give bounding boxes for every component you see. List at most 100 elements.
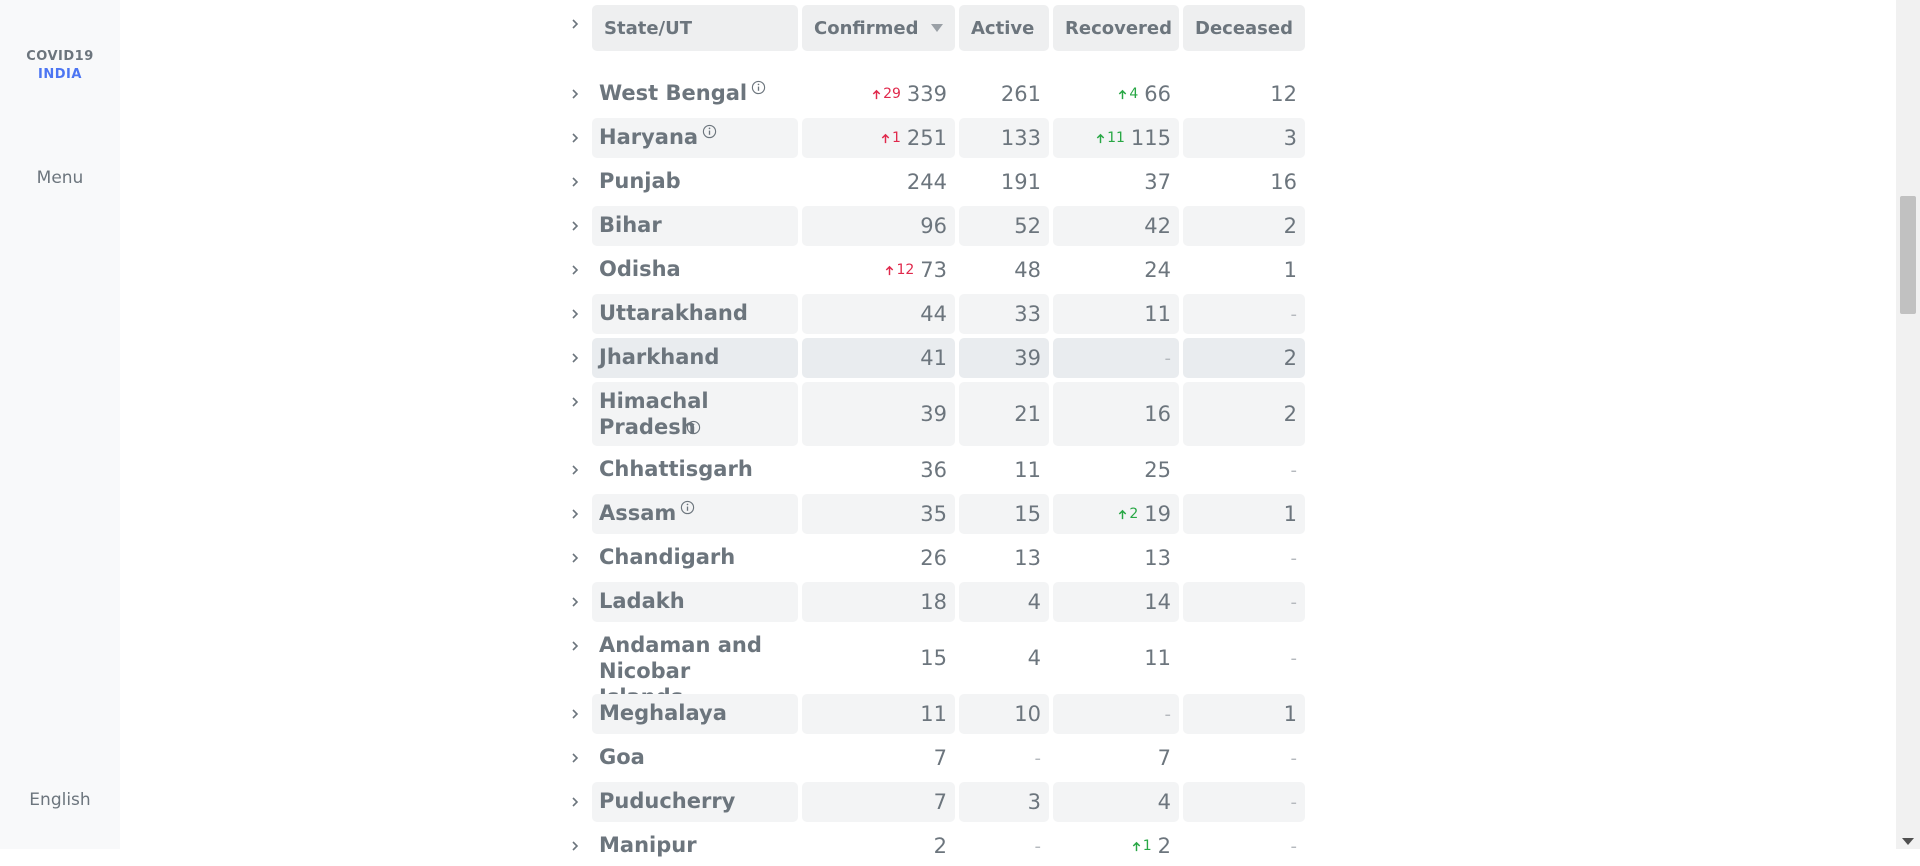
confirmed-cell: 7 bbox=[802, 782, 955, 822]
deceased-cell: 16 bbox=[1183, 162, 1305, 202]
state-name-cell[interactable]: Haryana bbox=[592, 118, 798, 158]
state-name-cell[interactable]: Assam bbox=[592, 494, 798, 534]
expand-chevron-icon[interactable] bbox=[568, 750, 582, 764]
active-cell-value: 261 bbox=[1000, 82, 1041, 106]
expand-chevron-icon[interactable] bbox=[568, 86, 582, 100]
recovered-cell: 37 bbox=[1053, 162, 1179, 202]
recovered-cell-value: 2 bbox=[1157, 834, 1171, 858]
state-name-cell[interactable]: Jharkhand bbox=[592, 338, 798, 378]
state-name: Haryana bbox=[599, 125, 699, 149]
deceased-cell-value: 12 bbox=[1270, 82, 1297, 106]
state-name-cell[interactable]: Manipur bbox=[592, 826, 798, 866]
deceased-cell: - bbox=[1183, 626, 1305, 690]
recovered-cell: 7 bbox=[1053, 738, 1179, 778]
confirmed-cell-value: 7 bbox=[933, 746, 947, 770]
expand-chevron-icon[interactable] bbox=[568, 130, 582, 144]
expand-chevron-icon[interactable] bbox=[568, 706, 582, 720]
deceased-cell: 12 bbox=[1183, 74, 1305, 114]
header-recovered[interactable]: Recovered bbox=[1053, 5, 1179, 51]
confirmed-increase: 12 bbox=[884, 262, 914, 278]
active-cell-value: 133 bbox=[1000, 126, 1041, 150]
state-name-cell[interactable]: Himachal Pradesh bbox=[592, 382, 798, 446]
state-name-cell[interactable]: Meghalaya bbox=[592, 694, 798, 734]
expand-chevron-icon[interactable] bbox=[568, 550, 582, 564]
language-button[interactable]: English bbox=[29, 790, 91, 810]
expand-chevron-icon[interactable] bbox=[568, 638, 582, 652]
active-cell: - bbox=[959, 738, 1049, 778]
deceased-cell-value: 1 bbox=[1283, 702, 1297, 726]
state-name-cell[interactable]: West Bengal bbox=[592, 74, 798, 114]
state-name-cell[interactable]: Goa bbox=[592, 738, 798, 778]
state-name: Meghalaya bbox=[599, 701, 727, 725]
recovered-increase: 11 bbox=[1095, 130, 1125, 146]
active-cell-value: 13 bbox=[1014, 546, 1041, 570]
active-cell: 11 bbox=[959, 450, 1049, 490]
info-icon[interactable] bbox=[682, 420, 701, 435]
confirmed-cell: 44 bbox=[802, 294, 955, 334]
deceased-cell-value: 1 bbox=[1283, 258, 1297, 282]
confirmed-cell: 7 bbox=[802, 738, 955, 778]
recovered-cell-value: 16 bbox=[1144, 402, 1171, 426]
header-deceased[interactable]: Deceased bbox=[1183, 5, 1305, 51]
expand-chevron-icon[interactable] bbox=[568, 838, 582, 852]
expand-chevron-icon[interactable] bbox=[568, 262, 582, 276]
expand-chevron-icon[interactable] bbox=[568, 506, 582, 520]
recovered-cell: 25 bbox=[1053, 450, 1179, 490]
expand-chevron-icon[interactable] bbox=[568, 218, 582, 232]
header-state[interactable]: State/UT bbox=[592, 5, 798, 51]
expand-chevron-icon[interactable] bbox=[568, 462, 582, 476]
expand-chevron-icon[interactable] bbox=[568, 594, 582, 608]
recovered-cell: 4 bbox=[1053, 782, 1179, 822]
expand-chevron-icon[interactable] bbox=[568, 394, 582, 408]
confirmed-increase: 1 bbox=[880, 130, 901, 146]
state-name-cell[interactable]: Chandigarh bbox=[592, 538, 798, 578]
expand-chevron-icon[interactable] bbox=[568, 306, 582, 320]
state-name-cell[interactable]: Uttarakhand bbox=[592, 294, 798, 334]
recovered-cell: 16 bbox=[1053, 382, 1179, 446]
app-logo[interactable]: COVID19 INDIA bbox=[0, 48, 120, 84]
header-confirmed[interactable]: Confirmed bbox=[802, 5, 955, 51]
recovered-cell-value: 66 bbox=[1144, 82, 1171, 106]
state-name-cell[interactable]: Odisha bbox=[592, 250, 798, 290]
state-name-cell[interactable]: Ladakh bbox=[592, 582, 798, 622]
deceased-cell: 3 bbox=[1183, 118, 1305, 158]
deceased-cell: 1 bbox=[1183, 494, 1305, 534]
scrollbar-thumb[interactable] bbox=[1900, 196, 1916, 314]
chevron-right-icon[interactable] bbox=[568, 16, 582, 30]
info-icon[interactable] bbox=[676, 500, 695, 515]
confirmed-cell: 39 bbox=[802, 382, 955, 446]
state-name-cell[interactable]: Chhattisgarh bbox=[592, 450, 798, 490]
recovered-increase: 4 bbox=[1117, 86, 1138, 102]
active-cell-value: 11 bbox=[1014, 458, 1041, 482]
active-cell-value: - bbox=[1034, 747, 1042, 769]
recovered-cell-value: 42 bbox=[1144, 214, 1171, 238]
confirmed-cell-value: 96 bbox=[920, 214, 947, 238]
active-cell-value: 10 bbox=[1014, 702, 1041, 726]
state-name-cell[interactable]: Bihar bbox=[592, 206, 798, 246]
expand-chevron-icon[interactable] bbox=[568, 174, 582, 188]
delta-value: 4 bbox=[1129, 86, 1139, 102]
deceased-cell-value: 2 bbox=[1283, 214, 1297, 238]
recovered-cell: 14 bbox=[1053, 582, 1179, 622]
recovered-cell-value: 19 bbox=[1144, 502, 1171, 526]
recovered-cell-value: 24 bbox=[1144, 258, 1171, 282]
state-name-cell[interactable]: Puducherry bbox=[592, 782, 798, 822]
info-icon[interactable] bbox=[747, 80, 766, 95]
header-deceased-label: Deceased bbox=[1195, 17, 1293, 39]
expand-chevron-icon[interactable] bbox=[568, 794, 582, 808]
menu-button[interactable]: Menu bbox=[36, 168, 84, 188]
recovered-cell-value: - bbox=[1164, 703, 1172, 725]
state-name: West Bengal bbox=[599, 81, 748, 105]
recovered-cell-value: - bbox=[1164, 347, 1172, 369]
confirmed-cell-value: 251 bbox=[906, 126, 947, 150]
state-name-cell[interactable]: Andaman and Nicobar Islands bbox=[592, 626, 798, 709]
state-name-cell[interactable]: Punjab bbox=[592, 162, 798, 202]
scroll-down-arrow-icon[interactable] bbox=[1902, 838, 1914, 845]
logo-line1: COVID19 bbox=[26, 49, 94, 64]
deceased-cell: 1 bbox=[1183, 250, 1305, 290]
state-name: Odisha bbox=[599, 257, 681, 281]
info-icon[interactable] bbox=[698, 124, 717, 139]
page-scrollbar[interactable] bbox=[1896, 0, 1920, 849]
expand-chevron-icon[interactable] bbox=[568, 350, 582, 364]
header-active[interactable]: Active bbox=[959, 5, 1049, 51]
